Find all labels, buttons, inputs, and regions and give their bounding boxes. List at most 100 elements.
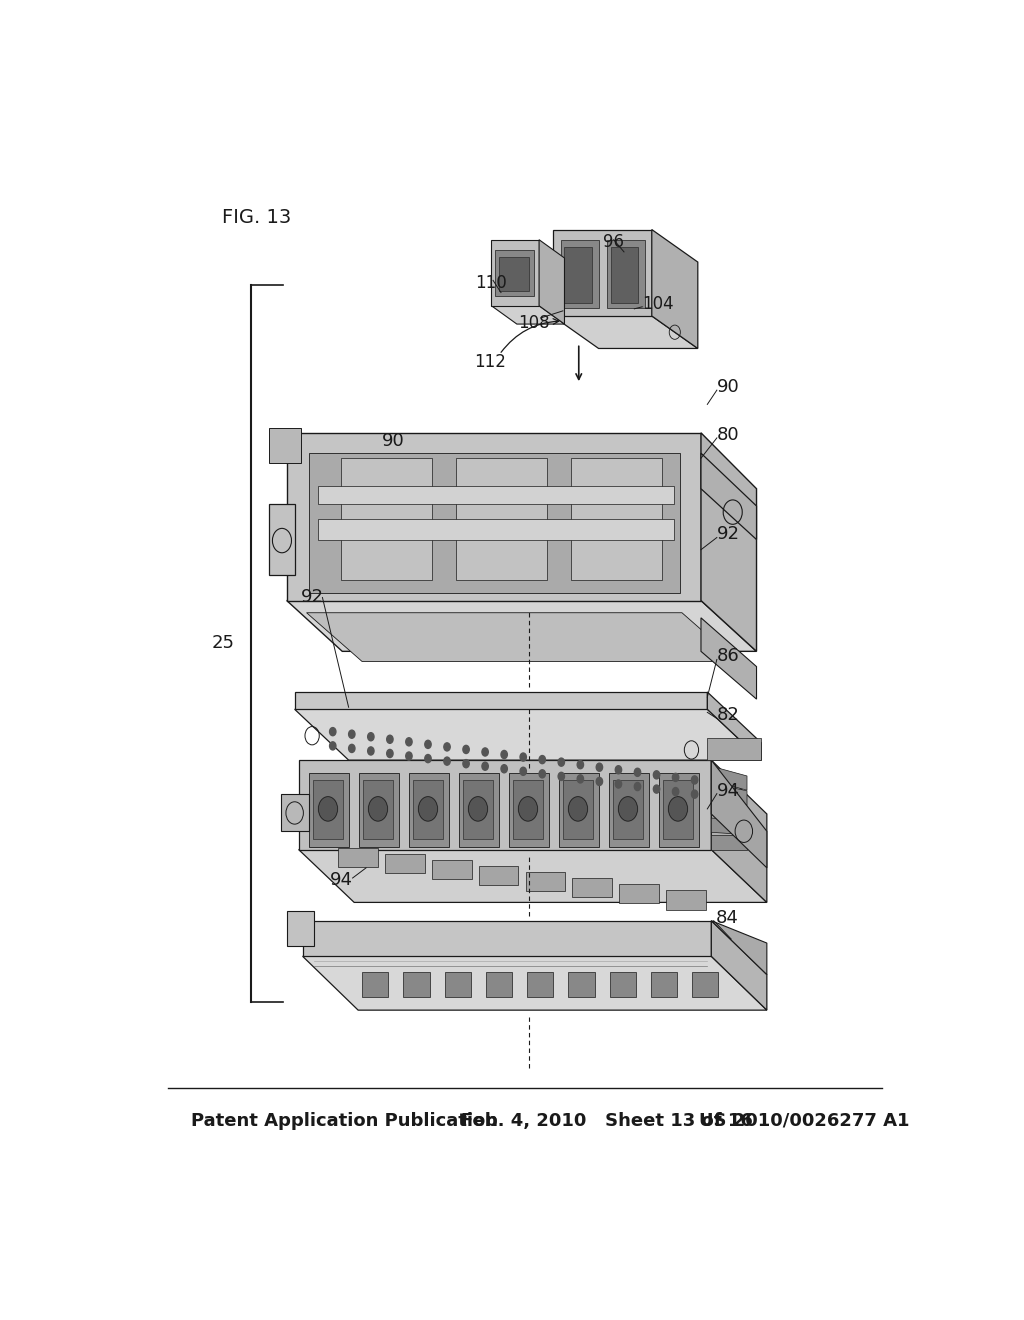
Circle shape	[406, 738, 412, 746]
Polygon shape	[553, 230, 652, 315]
Circle shape	[653, 771, 659, 779]
Circle shape	[518, 797, 538, 821]
Polygon shape	[362, 780, 393, 840]
Polygon shape	[295, 692, 708, 709]
Text: 94: 94	[331, 871, 353, 890]
Circle shape	[368, 733, 374, 741]
Text: 92: 92	[717, 525, 740, 544]
Circle shape	[691, 791, 697, 799]
Polygon shape	[413, 780, 443, 840]
Circle shape	[368, 747, 374, 755]
Polygon shape	[456, 458, 547, 581]
Polygon shape	[479, 866, 518, 886]
Circle shape	[425, 741, 431, 748]
Circle shape	[568, 797, 588, 821]
Polygon shape	[609, 774, 648, 846]
Circle shape	[653, 785, 659, 793]
Circle shape	[669, 797, 687, 821]
Circle shape	[634, 768, 641, 776]
Polygon shape	[568, 972, 595, 997]
Circle shape	[596, 777, 602, 785]
Circle shape	[463, 746, 469, 754]
Text: 96: 96	[602, 232, 624, 251]
Polygon shape	[282, 793, 309, 832]
Polygon shape	[560, 240, 599, 308]
Polygon shape	[701, 618, 757, 700]
Polygon shape	[509, 774, 549, 846]
Polygon shape	[712, 760, 767, 867]
Circle shape	[673, 774, 679, 781]
Polygon shape	[492, 240, 539, 306]
Circle shape	[443, 758, 451, 766]
Circle shape	[406, 752, 412, 760]
Circle shape	[468, 797, 487, 821]
Polygon shape	[570, 458, 663, 581]
Circle shape	[578, 775, 584, 783]
Polygon shape	[559, 774, 599, 846]
Circle shape	[330, 742, 336, 750]
Polygon shape	[564, 247, 592, 302]
Circle shape	[369, 797, 387, 821]
Polygon shape	[651, 972, 677, 997]
Polygon shape	[708, 738, 761, 760]
Polygon shape	[287, 433, 701, 601]
Polygon shape	[609, 972, 636, 997]
Polygon shape	[513, 780, 543, 840]
Polygon shape	[269, 428, 301, 463]
Polygon shape	[553, 315, 697, 348]
Circle shape	[618, 797, 638, 821]
Circle shape	[419, 797, 437, 821]
Polygon shape	[712, 801, 748, 820]
Text: 80: 80	[717, 426, 739, 444]
Polygon shape	[486, 972, 512, 997]
Polygon shape	[563, 780, 593, 840]
Text: 90: 90	[717, 378, 739, 396]
Text: Feb. 4, 2010   Sheet 13 of 16: Feb. 4, 2010 Sheet 13 of 16	[461, 1111, 754, 1130]
Circle shape	[387, 750, 393, 758]
Polygon shape	[708, 692, 761, 760]
Polygon shape	[295, 709, 761, 760]
Polygon shape	[663, 780, 693, 840]
Polygon shape	[309, 453, 680, 594]
Polygon shape	[712, 921, 767, 974]
Text: 94: 94	[717, 781, 740, 800]
Polygon shape	[712, 760, 767, 903]
Text: 84: 84	[715, 908, 738, 927]
Polygon shape	[338, 847, 378, 867]
Text: 92: 92	[301, 589, 324, 606]
Polygon shape	[572, 878, 612, 898]
Circle shape	[539, 755, 546, 764]
Polygon shape	[712, 766, 748, 791]
Polygon shape	[341, 458, 432, 581]
Text: 90: 90	[382, 432, 404, 450]
Circle shape	[330, 727, 336, 735]
Polygon shape	[527, 972, 553, 997]
Circle shape	[558, 758, 564, 766]
Polygon shape	[620, 884, 658, 903]
Polygon shape	[303, 921, 712, 956]
Circle shape	[425, 755, 431, 763]
Circle shape	[387, 735, 393, 743]
Polygon shape	[403, 972, 430, 997]
Circle shape	[482, 762, 488, 771]
Circle shape	[673, 788, 679, 796]
Polygon shape	[712, 784, 748, 805]
Polygon shape	[712, 836, 748, 850]
Polygon shape	[525, 873, 565, 891]
Polygon shape	[539, 240, 564, 325]
Polygon shape	[500, 257, 528, 290]
Polygon shape	[318, 486, 674, 504]
Circle shape	[520, 752, 526, 762]
Circle shape	[520, 767, 526, 775]
Circle shape	[482, 748, 488, 756]
Polygon shape	[306, 612, 737, 661]
Text: 25: 25	[211, 634, 234, 652]
Text: 104: 104	[642, 294, 674, 313]
Polygon shape	[309, 774, 348, 846]
Polygon shape	[712, 921, 767, 1010]
Circle shape	[463, 759, 469, 768]
Circle shape	[348, 730, 355, 738]
Polygon shape	[606, 240, 645, 308]
Polygon shape	[299, 760, 712, 850]
Circle shape	[615, 780, 622, 788]
